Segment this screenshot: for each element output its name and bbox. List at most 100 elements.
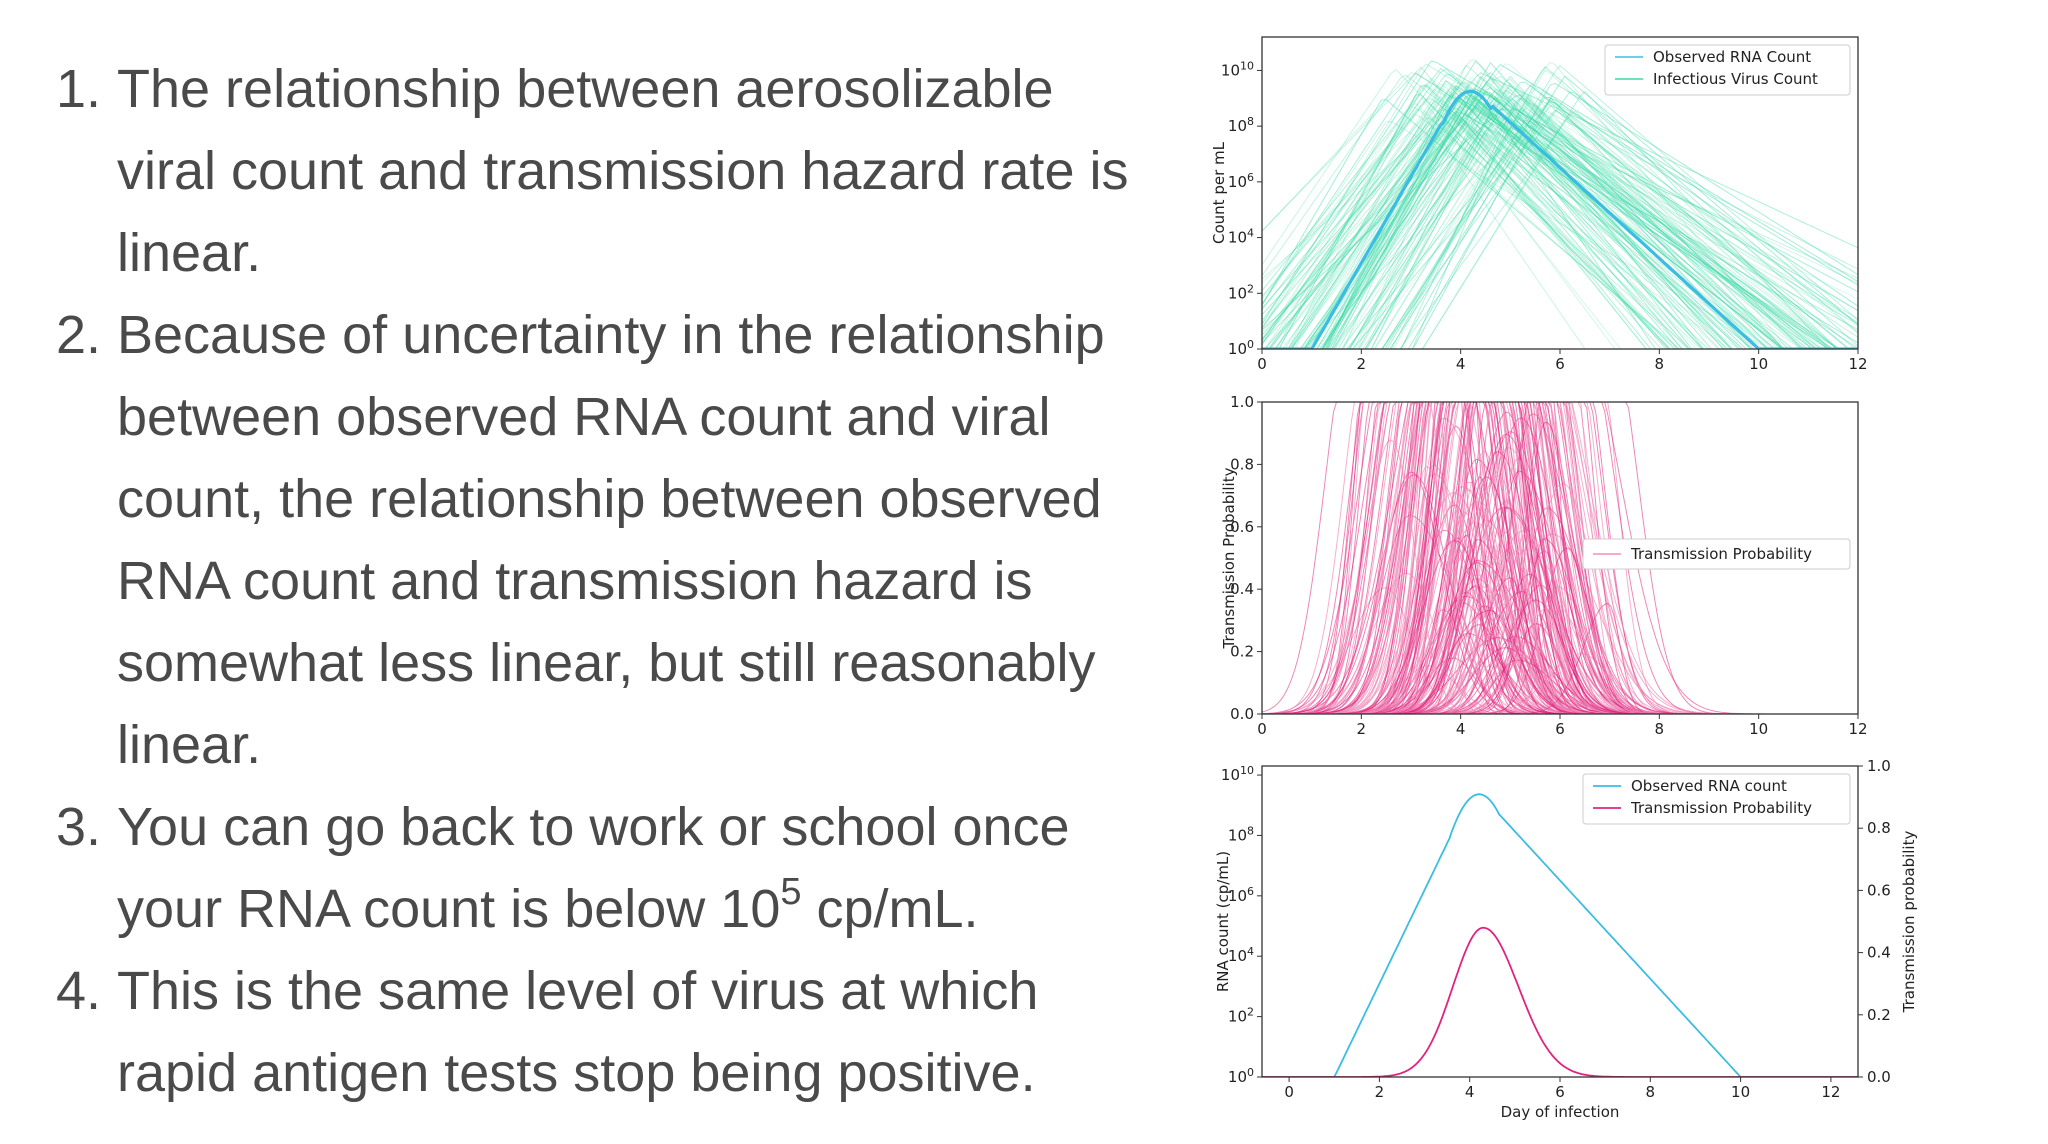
infectious-virus-trajectory (1262, 77, 1671, 349)
bullet-number: 4. (56, 961, 102, 1021)
panel3-x-tick-label: 10 (1731, 1083, 1750, 1101)
infectious-virus-trajectory (1385, 91, 1858, 349)
infectious-virus-trajectory (1305, 89, 1839, 349)
panel3-x-tick-label: 12 (1821, 1083, 1840, 1101)
panel2-x-tick-label: 4 (1456, 720, 1466, 738)
bullet-item-3: 3. You can go back to work or school onc… (50, 786, 1150, 950)
transmission-probability-trajectory (1262, 402, 1858, 714)
infectious-virus-trajectory (1329, 88, 1858, 349)
infectious-virus-trajectory (1262, 88, 1830, 349)
infectious-virus-trajectory (1262, 69, 1670, 349)
infectious-virus-trajectory (1373, 94, 1773, 349)
infectious-virus-trajectory (1262, 113, 1730, 349)
transmission-probability-trajectory (1262, 402, 1858, 714)
infectious-virus-trajectory (1304, 90, 1858, 349)
infectious-virus-trajectory (1262, 99, 1858, 339)
infectious-virus-trajectory (1291, 101, 1784, 349)
infectious-virus-trajectory (1309, 111, 1858, 349)
infectious-virus-trajectory (1324, 85, 1841, 349)
panel1-x-tick-label: 12 (1848, 355, 1867, 373)
panel3-y2-tick-label: 0.6 (1867, 881, 1891, 899)
panel2-y-tick-label: 0.8 (1230, 455, 1254, 473)
infectious-virus-trajectory (1281, 105, 1667, 349)
panel3-x-tick-label: 2 (1375, 1083, 1385, 1101)
infectious-virus-trajectory (1318, 118, 1830, 349)
infectious-virus-trajectory (1324, 107, 1840, 349)
infectious-virus-trajectory (1310, 132, 1678, 349)
infectious-virus-trajectory (1400, 82, 1858, 349)
transmission-probability-trajectory (1262, 603, 1858, 714)
panel1-legend-label: Infectious Virus Count (1653, 70, 1818, 88)
infectious-virus-trajectory (1262, 74, 1726, 349)
infectious-virus-trajectory (1262, 83, 1720, 349)
infectious-virus-trajectory (1293, 109, 1675, 349)
transmission-probability-trajectory (1262, 402, 1858, 714)
infectious-virus-trajectory (1262, 78, 1809, 349)
transmission-probability-trajectory (1262, 533, 1858, 714)
infectious-virus-trajectory (1384, 119, 1775, 349)
infectious-virus-trajectory (1290, 95, 1647, 349)
panel3-x-axis-label: Day of infection (1501, 1103, 1620, 1121)
bullet-list: 1. The relationship between aerosolizabl… (50, 48, 1150, 1114)
infectious-virus-trajectory (1305, 83, 1752, 349)
infectious-virus-trajectory (1364, 84, 1838, 349)
transmission-probability-trajectory (1262, 402, 1858, 714)
transmission-probability-trajectory (1262, 587, 1858, 714)
infectious-virus-trajectory (1287, 83, 1689, 349)
infectious-virus-trajectory (1290, 91, 1825, 349)
infectious-virus-trajectory (1400, 97, 1784, 349)
transmission-probability-trajectory (1262, 591, 1858, 714)
infectious-virus-trajectory (1359, 95, 1769, 349)
panel3-y-axis-label: RNA count (cp/mL) (1214, 851, 1232, 992)
infectious-virus-trajectory (1321, 116, 1652, 349)
infectious-virus-trajectory (1330, 76, 1819, 349)
infectious-virus-trajectory (1340, 130, 1744, 349)
infectious-virus-trajectory (1326, 94, 1858, 349)
panel1-legend-label: Observed RNA Count (1653, 48, 1811, 66)
infectious-virus-trajectory (1264, 93, 1817, 349)
infectious-virus-trajectory (1407, 104, 1851, 349)
panel1-y-tick-label: 106 (1228, 171, 1254, 191)
infectious-virus-trajectory (1322, 61, 1752, 349)
transmission-probability-trajectory (1262, 402, 1858, 714)
panel3-y2-tick-label: 0.8 (1867, 819, 1891, 837)
transmission-probability-trajectory (1262, 417, 1858, 714)
infectious-virus-trajectory (1262, 106, 1784, 349)
infectious-virus-trajectory (1262, 97, 1622, 349)
infectious-virus-trajectory (1268, 108, 1586, 349)
transmission-probability-trajectory (1262, 402, 1858, 714)
transmission-probability-trajectory (1262, 647, 1858, 714)
infectious-virus-trajectory (1289, 88, 1858, 349)
infectious-virus-trajectory (1349, 90, 1803, 349)
infectious-virus-trajectory (1268, 72, 1858, 349)
infectious-virus-trajectory (1363, 109, 1858, 349)
panel2-x-tick-label: 12 (1848, 720, 1867, 738)
panel3-y-tick-label: 1010 (1221, 764, 1254, 784)
infectious-virus-trajectory (1374, 69, 1839, 349)
panel1-x-tick-label: 0 (1257, 355, 1267, 373)
transmission-probability-trajectory (1262, 402, 1858, 714)
bullet-text: The relationship between aerosolizable v… (117, 59, 1129, 283)
transmission-probability-trajectory (1262, 439, 1858, 714)
infectious-virus-trajectory (1262, 99, 1681, 349)
infectious-virus-trajectory (1276, 84, 1858, 349)
bullet-number: 1. (56, 59, 102, 119)
panel2-y-tick-label: 0.2 (1230, 643, 1254, 661)
transmission-probability-trajectory (1262, 402, 1858, 714)
infectious-virus-trajectory (1262, 63, 1858, 330)
panel1-x-tick-label: 4 (1456, 355, 1466, 373)
infectious-virus-trajectory (1343, 64, 1769, 349)
panel3-y-tick-label: 108 (1228, 824, 1254, 844)
panel1-y-tick-label: 1010 (1221, 59, 1254, 79)
transmission-probability-trajectory (1262, 402, 1858, 714)
panel2-x-tick-label: 2 (1357, 720, 1367, 738)
infectious-virus-trajectory (1322, 117, 1669, 349)
panel2-x-tick-label: 0 (1257, 720, 1267, 738)
infectious-virus-trajectory (1347, 108, 1858, 349)
infectious-virus-trajectory (1326, 90, 1704, 349)
transmission-probability-trajectory (1262, 623, 1858, 714)
panel3-legend-label: Observed RNA count (1631, 777, 1787, 795)
bullet-superscript: 5 (780, 871, 802, 913)
transmission-probability-trajectory (1262, 402, 1858, 714)
transmission-probability-trajectory (1262, 474, 1858, 714)
